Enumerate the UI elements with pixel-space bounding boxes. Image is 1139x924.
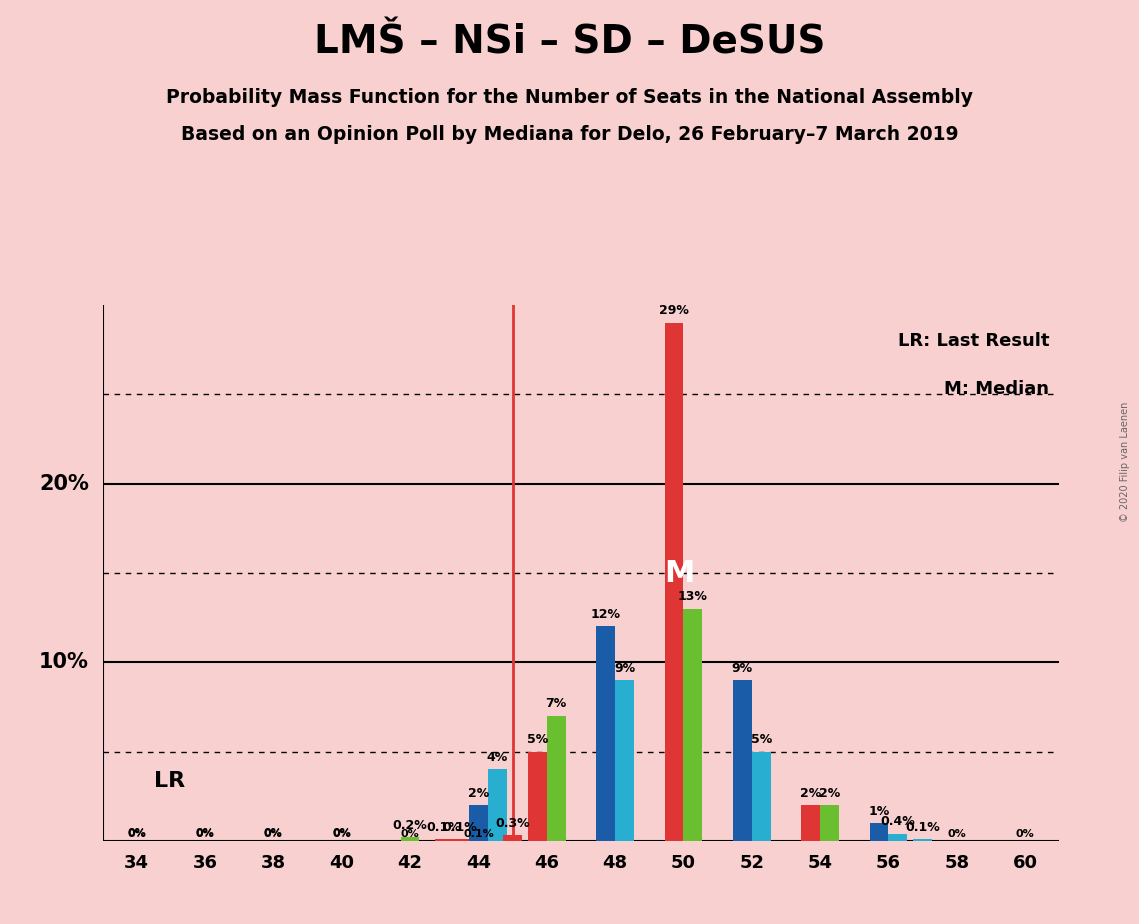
Text: 0%: 0% — [264, 829, 282, 839]
Bar — [596, 626, 615, 841]
Text: © 2020 Filip van Laenen: © 2020 Filip van Laenen — [1121, 402, 1130, 522]
Text: 0.1%: 0.1% — [906, 821, 940, 833]
Text: 0.2%: 0.2% — [393, 819, 427, 832]
Bar — [801, 805, 820, 841]
Text: 0%: 0% — [1016, 829, 1034, 839]
Text: 1%: 1% — [868, 805, 890, 818]
Text: 10%: 10% — [39, 652, 89, 672]
Bar — [820, 805, 838, 841]
Bar — [732, 680, 752, 841]
Bar — [435, 839, 453, 841]
Text: 0%: 0% — [128, 828, 146, 838]
Bar — [487, 770, 507, 841]
Bar — [888, 833, 907, 841]
Text: 0.3%: 0.3% — [495, 817, 530, 830]
Text: 0%: 0% — [401, 829, 419, 839]
Text: 5%: 5% — [751, 733, 772, 747]
Text: 4%: 4% — [486, 751, 508, 764]
Bar — [752, 751, 770, 841]
Text: 0%: 0% — [948, 829, 966, 839]
Text: 0%: 0% — [264, 828, 282, 838]
Text: 0%: 0% — [128, 829, 146, 839]
Bar — [869, 823, 888, 841]
Bar — [450, 839, 469, 841]
Bar — [401, 837, 419, 841]
Text: 12%: 12% — [591, 608, 621, 621]
Bar — [664, 322, 683, 841]
Text: 0.1%: 0.1% — [464, 829, 493, 839]
Text: LMŠ – NSi – SD – DeSUS: LMŠ – NSi – SD – DeSUS — [313, 23, 826, 61]
Bar — [469, 805, 487, 841]
Text: 0%: 0% — [333, 829, 351, 839]
Text: M: M — [664, 559, 695, 588]
Text: 7%: 7% — [546, 698, 567, 711]
Text: 0.4%: 0.4% — [880, 815, 916, 828]
Text: LR: Last Result: LR: Last Result — [898, 332, 1049, 349]
Text: M: Median: M: Median — [944, 380, 1049, 398]
Text: Probability Mass Function for the Number of Seats in the National Assembly: Probability Mass Function for the Number… — [166, 88, 973, 107]
Text: 2%: 2% — [819, 786, 841, 800]
Bar — [547, 716, 565, 841]
Bar — [913, 839, 932, 841]
Bar — [527, 751, 547, 841]
Text: 0%: 0% — [333, 828, 351, 838]
Text: 29%: 29% — [659, 304, 689, 318]
Text: Based on an Opinion Poll by Mediana for Delo, 26 February–7 March 2019: Based on an Opinion Poll by Mediana for … — [181, 125, 958, 144]
Text: 2%: 2% — [468, 786, 489, 800]
Text: 5%: 5% — [526, 733, 548, 747]
Text: 13%: 13% — [678, 590, 707, 603]
Text: 0%: 0% — [196, 828, 214, 838]
Text: 20%: 20% — [39, 474, 89, 493]
Text: 0.1%: 0.1% — [442, 821, 477, 833]
Text: 9%: 9% — [614, 662, 636, 675]
Text: LR: LR — [154, 772, 185, 791]
Bar — [683, 609, 702, 841]
Text: 9%: 9% — [731, 662, 753, 675]
Text: 2%: 2% — [800, 786, 821, 800]
Bar — [503, 835, 522, 841]
Text: 0%: 0% — [196, 829, 214, 839]
Text: 0.1%: 0.1% — [427, 821, 461, 833]
Bar — [615, 680, 633, 841]
